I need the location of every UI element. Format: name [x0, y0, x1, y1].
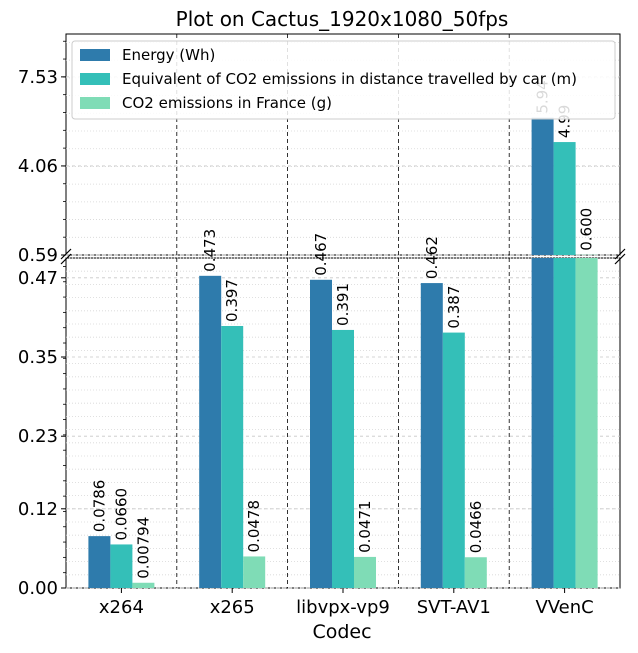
- x-tick-label: libvpx-vp9: [296, 597, 390, 618]
- y-tick-label: 0.47: [18, 268, 58, 289]
- data-label: 0.0660: [112, 488, 130, 541]
- data-label: 0.00794: [134, 517, 152, 579]
- data-label: 0.397: [223, 279, 241, 322]
- bar: [531, 258, 554, 588]
- x-tick-label: x264: [99, 597, 144, 618]
- bar-upper: [553, 142, 576, 255]
- bar: [221, 325, 244, 588]
- data-label: 0.0471: [356, 500, 374, 553]
- legend-entry: Equivalent of CO2 emissions in distance …: [122, 70, 577, 88]
- y-tick-label: 0.00: [18, 578, 58, 599]
- axis-break-mark: [60, 253, 72, 265]
- bar: [464, 557, 487, 588]
- axis-break-mark: [614, 253, 626, 265]
- bar: [420, 283, 443, 588]
- bar-upper: [531, 117, 554, 255]
- x-tick-label: x265: [210, 597, 255, 618]
- bar: [553, 258, 576, 588]
- x-tick-label: SVT-AV1: [417, 597, 491, 618]
- data-label: 0.462: [423, 236, 441, 279]
- legend: Energy (Wh) Equivalent of CO2 emissions i…: [71, 40, 616, 120]
- bar: [243, 556, 266, 588]
- data-label: 0.600: [578, 208, 596, 251]
- plot-area: 0.000.120.230.350.470.594.067.530.07860.…: [18, 33, 626, 618]
- bar: [442, 332, 465, 588]
- y-tick-label: 4.06: [18, 156, 58, 177]
- data-label: 0.0478: [245, 500, 263, 553]
- legend-swatch: [80, 97, 110, 109]
- bar: [575, 258, 598, 588]
- bar: [354, 556, 376, 588]
- data-label: 0.0466: [467, 501, 485, 554]
- x-axis-label: Codec: [312, 621, 371, 643]
- bar: [132, 582, 155, 588]
- data-label: 0.0786: [90, 480, 108, 533]
- bar: [110, 544, 133, 588]
- axis-break-mark: [60, 248, 72, 260]
- data-label: 0.387: [445, 286, 463, 329]
- legend-swatch: [80, 49, 110, 61]
- data-label: 0.473: [201, 229, 219, 272]
- legend-frame: [71, 40, 616, 120]
- y-tick-label: 0.12: [18, 499, 58, 520]
- bar: [199, 275, 222, 588]
- legend-swatch: [80, 73, 110, 85]
- y-tick-label: 0.59: [18, 245, 58, 266]
- data-label: 0.391: [334, 283, 352, 326]
- x-tick-label: VVenC: [535, 597, 593, 618]
- bar: [310, 279, 332, 588]
- axis-break-mark: [614, 248, 626, 260]
- y-tick-label: 0.35: [18, 347, 58, 368]
- chart-title: Plot on Cactus_1920x1080_50fps: [176, 7, 509, 31]
- y-tick-label: 7.53: [18, 67, 58, 88]
- legend-entry: CO2 emissions in France (g): [122, 94, 332, 112]
- y-tick-label: 0.23: [18, 426, 58, 447]
- legend-entry: Energy (Wh): [122, 46, 215, 64]
- bar: [88, 536, 111, 588]
- data-label: 0.467: [312, 233, 330, 276]
- bar: [332, 329, 354, 588]
